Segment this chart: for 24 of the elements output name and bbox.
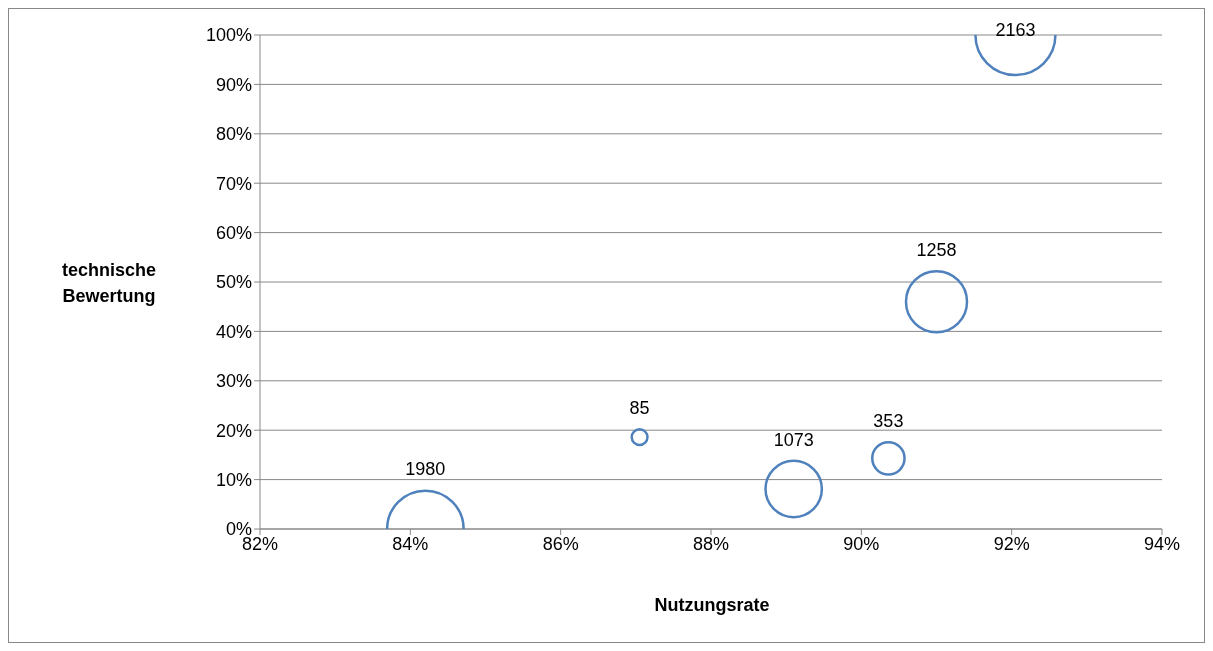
annotation: 1258	[916, 239, 957, 260]
y-tick-label: 40%	[215, 321, 252, 342]
annotation: 353	[873, 410, 904, 431]
x-tick-label: 90%	[843, 533, 880, 554]
y-tick-label: 30%	[215, 371, 252, 392]
annotation: 85	[629, 397, 650, 418]
annotation: 1980	[405, 459, 446, 480]
x-tick-label: 94%	[1143, 533, 1181, 554]
y-tick-label: 100%	[205, 25, 252, 46]
x-tick-label: 86%	[542, 533, 579, 554]
x-tick-label: 88%	[692, 533, 730, 554]
annotation: 1073	[773, 429, 814, 450]
x-tick-label: 92%	[993, 533, 1030, 554]
x-axis-title: Nutzungsrate	[653, 595, 771, 616]
y-tick-label: 20%	[215, 420, 252, 441]
y-tick-label: 50%	[215, 272, 252, 293]
y-axis-title: technische Bewertung	[60, 259, 157, 308]
y-tick-label: 10%	[215, 469, 252, 490]
y-tick-label: 70%	[215, 173, 252, 194]
y-tick-label: 90%	[215, 74, 252, 95]
annotation: 2163	[995, 19, 1036, 40]
y-tick-label: 60%	[215, 222, 252, 243]
y-tick-label: 80%	[215, 124, 252, 145]
x-tick-label: 84%	[392, 533, 429, 554]
